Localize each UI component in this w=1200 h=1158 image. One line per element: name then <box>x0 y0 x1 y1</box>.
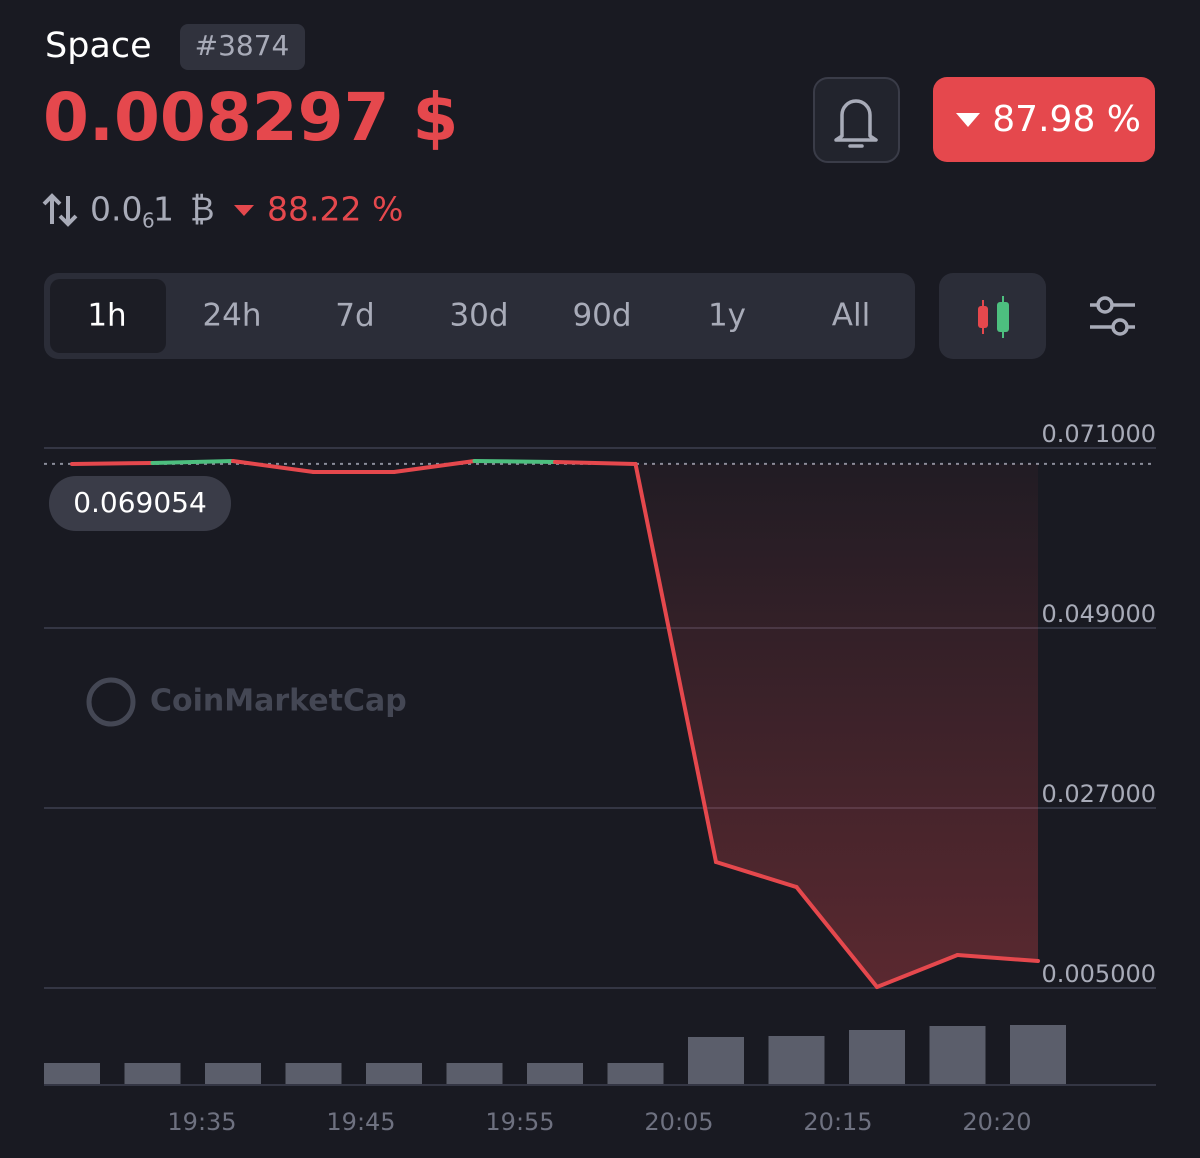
btc-lead: 0.0 <box>90 190 142 229</box>
volume-bar <box>607 1063 664 1084</box>
settings-icon[interactable] <box>1090 296 1135 336</box>
tab[interactable]: 1y <box>708 298 746 334</box>
btc-tail: 1 <box>153 190 174 229</box>
volume-bar <box>285 1063 342 1084</box>
change: 87.98 % <box>992 99 1141 140</box>
bell-icon <box>834 99 878 148</box>
active-tab <box>50 279 166 353</box>
x-tick-label: 19:35 <box>167 1108 236 1136</box>
y-tick-label: 0.049000 <box>1041 600 1156 628</box>
price: 0.008297 $ <box>43 79 458 156</box>
rank-badge <box>180 24 305 70</box>
volume-bar <box>124 1063 181 1084</box>
price-segment <box>714 860 799 890</box>
tab-bar <box>44 273 915 359</box>
chart-type-button[interactable] <box>939 273 1046 359</box>
volume-bar <box>929 1026 986 1084</box>
volume-bar <box>44 1063 100 1084</box>
price-segment <box>794 885 879 990</box>
candle-icon <box>997 302 1009 332</box>
tab[interactable]: 24h <box>202 298 261 334</box>
btc-zeros: 6 <box>142 209 155 233</box>
volume-bar <box>849 1030 905 1084</box>
volume-bar <box>446 1063 503 1084</box>
price-segment <box>955 953 1040 964</box>
price-segment <box>472 459 557 464</box>
tab[interactable]: 90d <box>572 298 631 334</box>
reference-badge <box>49 476 231 531</box>
btc-symbol: ₿ <box>190 190 214 229</box>
down-triangle <box>956 113 980 127</box>
x-tick-label: 20:15 <box>803 1108 872 1136</box>
watermark-logo <box>86 677 136 727</box>
price-segment <box>392 459 477 474</box>
tab[interactable]: 30d <box>449 298 508 334</box>
volume-bar <box>205 1063 261 1084</box>
swap-icon <box>42 193 78 227</box>
volume-bar <box>527 1063 583 1084</box>
volume-bar <box>688 1037 744 1084</box>
volume-bar <box>768 1036 825 1084</box>
area-fill <box>635 463 1038 988</box>
price-segment <box>553 459 638 466</box>
price-segment <box>150 459 235 465</box>
x-tick-label: 19:55 <box>485 1108 554 1136</box>
coin-name: Space <box>45 26 152 66</box>
alert-button[interactable] <box>813 77 900 163</box>
tab[interactable]: 7d <box>335 298 374 334</box>
volume-bar <box>366 1063 422 1084</box>
volume-bar <box>1010 1025 1066 1084</box>
x-tick-label: 20:20 <box>962 1108 1031 1136</box>
price-segment <box>633 461 718 864</box>
x-tick-label: 20:05 <box>644 1108 713 1136</box>
rank: #3874 <box>195 29 290 62</box>
candle-icon <box>978 306 988 328</box>
y-tick-label: 0.071000 <box>1041 420 1156 448</box>
y-tick-label: 0.005000 <box>1041 960 1156 988</box>
price-segment <box>70 460 155 466</box>
watermark: CoinMarketCap <box>150 684 407 719</box>
down-triangle <box>234 205 254 216</box>
price-segment <box>231 459 316 474</box>
x-tick-label: 19:45 <box>326 1108 395 1136</box>
tab[interactable]: 1h <box>87 298 126 334</box>
reference-label: 0.069054 <box>73 486 207 519</box>
y-tick-label: 0.027000 <box>1041 780 1156 808</box>
tab[interactable]: All <box>832 298 870 334</box>
price-segment <box>875 953 960 990</box>
btc-change: 88.22 % <box>267 190 403 229</box>
change-badge[interactable] <box>933 77 1155 162</box>
